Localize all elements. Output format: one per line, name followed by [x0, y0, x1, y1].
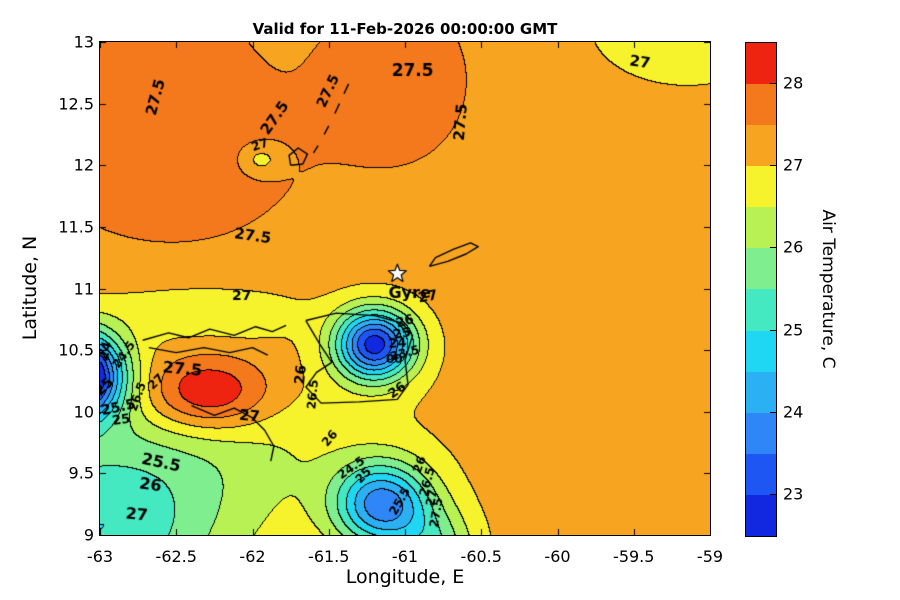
x-tick-label: -59: [696, 547, 724, 566]
colorbar-band: [746, 330, 776, 372]
colorbar-label: Air Temperature, C: [818, 209, 838, 369]
colorbar-tick-label: 23: [783, 484, 804, 504]
colorbar-tick-label: 27: [783, 155, 804, 175]
colorbar-band: [746, 166, 776, 208]
x-tick-label: -62.5: [155, 547, 197, 566]
y-tick-label: 11: [73, 279, 94, 298]
colorbar-band: [746, 412, 776, 454]
colorbar-tick-label: 28: [783, 73, 804, 93]
colorbar-tick-label: 26: [783, 237, 804, 257]
colorbar-band: [746, 125, 776, 167]
x-tick-label: -59.5: [613, 547, 655, 566]
y-tick-label: 10: [73, 402, 94, 422]
y-tick-label: 9: [83, 525, 94, 545]
x-axis-label: Longitude, E: [345, 566, 465, 588]
colorbar-band: [746, 289, 776, 331]
colorbar-tick-mark: [770, 165, 776, 167]
colorbar-tick-mark: [770, 247, 776, 249]
y-axis-label: Latitude, N: [19, 235, 41, 341]
y-tick-label: 10.5: [58, 340, 94, 360]
contour-map-canvas: [99, 41, 711, 536]
colorbar-band: [746, 371, 776, 413]
colorbar-tick-mark: [770, 411, 776, 413]
colorbar-band: [746, 207, 776, 249]
y-tick-label: 11.5: [58, 217, 94, 237]
y-tick-label: 9.5: [68, 463, 94, 483]
colorbar-band: [746, 43, 776, 85]
y-tick-label: 13: [73, 32, 94, 52]
y-tick-label: 12.5: [58, 94, 94, 114]
colorbar-tick-label: 24: [783, 402, 804, 422]
colorbar-band: [746, 494, 776, 536]
colorbar: [745, 42, 777, 537]
colorbar-band: [746, 248, 776, 290]
x-tick-label: -61: [391, 547, 419, 566]
colorbar-band: [746, 453, 776, 495]
x-tick-label: -61.5: [308, 547, 350, 566]
colorbar-band: [746, 84, 776, 126]
chart-title: Valid for 11-Feb-2026 00:00:00 GMT: [252, 20, 558, 38]
colorbar-tick-mark: [770, 329, 776, 331]
x-tick-label: -60.5: [460, 547, 502, 566]
x-tick-label: -63: [86, 547, 114, 566]
colorbar-tick-mark: [770, 493, 776, 495]
colorbar-tick-mark: [770, 83, 776, 85]
colorbar-tick-label: 25: [783, 320, 804, 340]
x-tick-label: -60: [544, 547, 571, 566]
x-tick-label: -62: [239, 547, 266, 566]
y-tick-label: 12: [73, 155, 94, 175]
